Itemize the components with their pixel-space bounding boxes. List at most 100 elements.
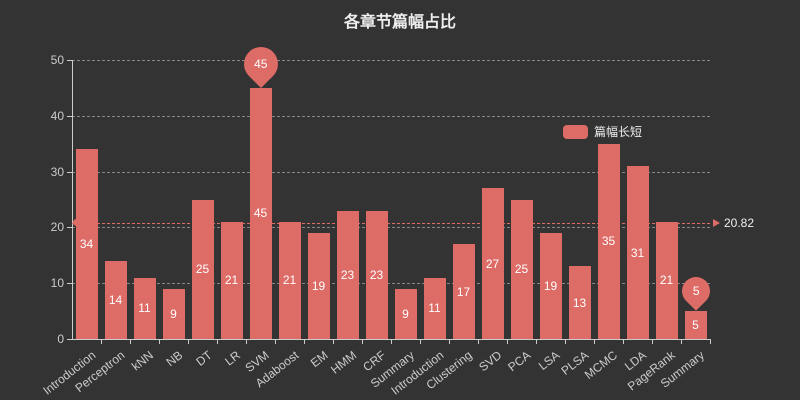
x-axis-label: DT	[192, 348, 215, 369]
y-axis-line	[72, 60, 73, 339]
bar[interactable]	[278, 221, 301, 339]
bar-value-label: 23	[369, 267, 384, 282]
bar[interactable]	[307, 232, 330, 339]
x-axis-tick	[710, 339, 711, 344]
bar[interactable]	[597, 143, 620, 339]
y-axis-tick-label: 0	[57, 332, 64, 346]
legend-item[interactable]: 篇幅长短	[563, 123, 642, 140]
bar-value-label: 31	[630, 245, 645, 260]
bar[interactable]	[510, 199, 533, 339]
y-axis-tick	[67, 171, 72, 173]
x-axis-tick	[333, 339, 334, 344]
bar-value-label: 9	[402, 306, 409, 321]
x-axis-tick	[565, 339, 566, 344]
average-line-start-icon	[73, 219, 80, 227]
legend-label: 篇幅长短	[594, 125, 643, 139]
x-axis-tick	[681, 339, 682, 344]
bar-value-label: 5	[692, 318, 699, 333]
average-line-label: 20.82	[724, 215, 755, 230]
y-axis-tick	[67, 60, 72, 61]
bar[interactable]	[191, 199, 214, 339]
bar[interactable]	[365, 210, 388, 339]
x-axis-label: MCMC	[582, 348, 621, 383]
bar[interactable]	[133, 277, 156, 339]
grid-line	[72, 171, 710, 173]
bar-value-label: 25	[514, 262, 529, 277]
y-axis-tick-label: 50	[50, 53, 64, 67]
x-axis-tick	[130, 339, 131, 344]
bar[interactable]	[481, 188, 504, 339]
bar[interactable]	[626, 166, 649, 339]
x-axis-label: LR	[222, 348, 244, 369]
bar[interactable]	[568, 266, 591, 339]
bar-value-label: 21	[224, 273, 239, 288]
bar-value-label: 21	[282, 273, 297, 288]
bar-value-label: 11	[428, 301, 441, 316]
bar[interactable]	[684, 311, 707, 339]
bar-value-label: 27	[485, 256, 500, 271]
x-axis-label: PCA	[505, 348, 534, 375]
grid-line	[72, 115, 710, 117]
bar-value-label: 14	[108, 292, 123, 307]
bar[interactable]	[249, 87, 272, 339]
bar[interactable]	[394, 288, 417, 339]
x-axis-label: LSA	[535, 348, 563, 373]
x-axis-tick	[304, 339, 305, 344]
max-markpoint-pin: 45	[236, 39, 285, 88]
bar-value-label: 34	[79, 237, 94, 252]
bar-value-label: 9	[170, 306, 177, 321]
chart-title: 各章节篇幅占比	[343, 14, 456, 31]
y-axis-tick-label: 20	[50, 220, 64, 235]
x-axis-label: NB	[163, 348, 186, 370]
min-markpoint-pin: 5	[675, 271, 716, 312]
bar[interactable]	[162, 288, 185, 339]
bar[interactable]	[220, 221, 243, 339]
x-axis-tick	[188, 339, 189, 344]
x-axis-tick	[652, 339, 653, 344]
y-axis-tick	[67, 227, 72, 229]
x-axis-tick	[507, 339, 508, 344]
bar-value-label: 25	[195, 262, 210, 277]
x-axis-tick	[391, 339, 392, 344]
grid-line	[72, 283, 710, 285]
y-axis-tick-label: 10	[50, 276, 64, 291]
bar[interactable]	[336, 210, 359, 339]
x-axis-tick	[101, 339, 102, 344]
bar[interactable]	[423, 277, 446, 339]
x-axis-label: EM	[307, 348, 331, 371]
bar-value-label: 35	[601, 234, 616, 249]
x-axis-tick	[478, 339, 479, 344]
bar-value-label: 45	[253, 206, 268, 221]
average-line-arrow-icon	[713, 218, 720, 227]
x-axis-tick	[362, 339, 363, 344]
x-axis-tick	[159, 339, 160, 344]
bar-value-label: 19	[543, 278, 558, 293]
bar[interactable]	[539, 232, 562, 339]
bar-value-label: 21	[659, 273, 674, 288]
y-axis-tick	[67, 115, 72, 117]
y-axis-tick-label: 30	[50, 164, 64, 179]
y-axis-tick	[67, 283, 72, 285]
bar-value-label: 17	[456, 284, 471, 299]
x-axis-tick	[275, 339, 276, 344]
bar[interactable]	[104, 260, 127, 339]
x-axis-tick	[536, 339, 537, 344]
x-axis-tick	[217, 339, 218, 344]
x-axis-tick	[246, 339, 247, 344]
grid-line	[72, 60, 710, 61]
bar[interactable]	[655, 221, 678, 339]
x-axis-tick	[449, 339, 450, 344]
bar[interactable]	[75, 149, 98, 339]
average-line	[72, 222, 710, 224]
x-axis-label: SVD	[476, 348, 505, 375]
bar-value-label: 11	[138, 301, 151, 316]
bar[interactable]	[452, 244, 475, 339]
bar-value-label: 23	[340, 267, 355, 282]
x-axis-tick	[420, 339, 421, 344]
grid-line	[72, 227, 710, 229]
legend-marker-icon	[563, 124, 588, 139]
x-axis-label: kNN	[129, 348, 157, 374]
x-axis-tick	[594, 339, 595, 344]
y-axis-tick-label: 40	[50, 108, 64, 123]
